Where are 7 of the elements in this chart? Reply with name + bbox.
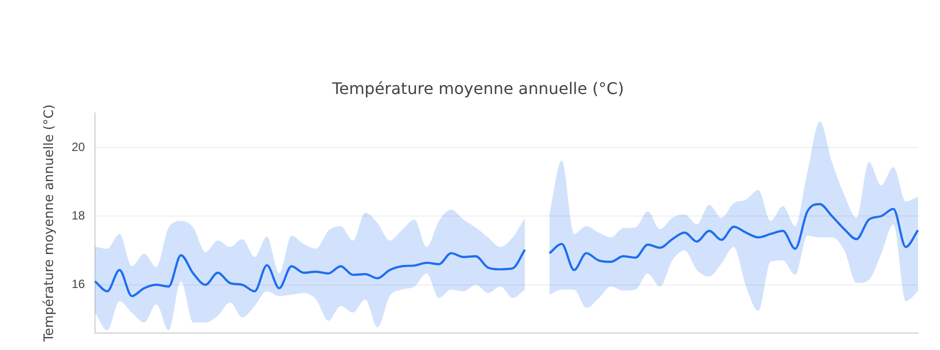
- line-series: [548, 203, 920, 272]
- line-series: [94, 248, 526, 298]
- y-axis-title: Température moyenne annuelle (°C): [42, 104, 58, 343]
- chart-title: Température moyenne annuelle (°C): [331, 78, 624, 98]
- y-tick-label: 18: [72, 208, 86, 222]
- y-tick-label: 16: [72, 277, 86, 292]
- y-tick-label: 20: [72, 140, 86, 154]
